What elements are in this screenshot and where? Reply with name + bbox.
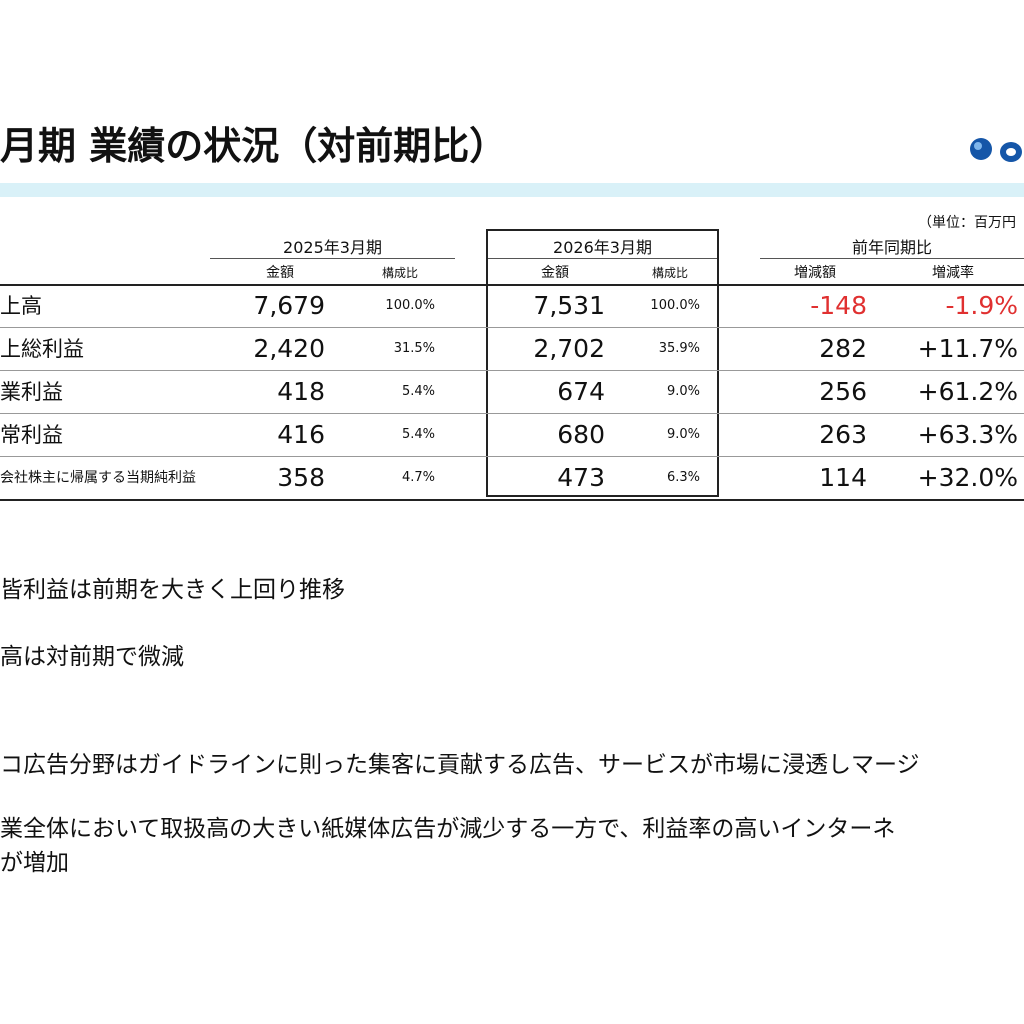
fy2025-amount: 416 [277,420,325,449]
yoy-rate-header: 増減率 [932,265,974,281]
fy2026-amount: 7,531 [533,291,605,320]
fy2026-amount: 473 [557,463,605,492]
fy2026-header: 2026年3月期 [553,238,652,257]
fy2025-amount: 2,420 [253,334,325,363]
yoy-diff-header: 増減額 [794,265,836,281]
fy2025-amount: 7,679 [253,291,325,320]
table-row: 上高 7,679 100.0% 7,531 100.0% -148 -1.9% [0,285,1024,327]
fy2026-amount: 2,702 [533,334,605,363]
fy2026-ratio: 35.9% [658,341,700,356]
fy2026-ratio: 9.0% [666,427,700,442]
company-logo [966,134,1024,174]
fy2025-ratio-header: 構成比 [381,266,418,280]
table-top-rule [0,284,1024,286]
yoy-diff: 114 [819,463,867,492]
fy2026-amount-header: 金額 [541,265,569,281]
fy2026-ratio: 6.3% [666,470,700,485]
table-bottom-rule [0,499,1024,501]
fy2025-ratio: 100.0% [385,298,435,313]
fy2025-header: 2025年3月期 [283,238,382,257]
unit-note: （単位：百万円 [918,215,1016,231]
row-divider [0,456,1024,457]
yoy-rate: -1.9% [945,291,1018,320]
fy2025-ratio: 5.4% [401,384,435,399]
table-row: 会社株主に帰属する当期純利益 358 4.7% 473 6.3% 114 +32… [0,457,1024,499]
yoy-rate: +61.2% [917,377,1018,406]
row-label: 業利益 [0,380,63,404]
fy2026-ratio-header: 構成比 [651,266,688,280]
yoy-diff: 282 [819,334,867,363]
table-row: 業利益 418 5.4% 674 9.0% 256 +61.2% [0,371,1024,413]
logo-dot-icon [970,138,992,160]
fy2025-amount-header: 金額 [266,265,294,281]
fy2025-amount: 418 [277,377,325,406]
logo-letter-mark [1000,142,1022,162]
fy2026-amount: 680 [557,420,605,449]
row-divider [0,413,1024,414]
bullet-text-3: コ広告分野はガイドラインに則った集客に貢献する広告、サービスが市場に浸透しマージ [0,752,920,778]
yoy-rate: +11.7% [917,334,1018,363]
fy2025-ratio: 4.7% [401,470,435,485]
table-row: 上総利益 2,420 31.5% 2,702 35.9% 282 +11.7% [0,328,1024,370]
row-label: 常利益 [0,423,63,447]
yoy-diff: 263 [819,420,867,449]
yoy-diff: -148 [810,291,867,320]
fy2025-ratio: 5.4% [401,427,435,442]
bullet-text-1: 皆利益は前期を大きく上回り推移 [0,577,345,603]
logo-highlight [974,142,982,150]
row-divider [0,327,1024,328]
fy2026-highlight-box [486,229,719,497]
table-row: 常利益 416 5.4% 680 9.0% 263 +63.3% [0,414,1024,456]
fy2026-header-rule [488,258,717,259]
bullet-text-4: 業全体において取扱高の大きい紙媒体広告が減少する一方で、利益率の高いインターネ [0,816,896,842]
fy2025-ratio: 31.5% [393,341,435,356]
yoy-header: 前年同期比 [851,238,932,257]
fy2026-ratio: 100.0% [650,298,700,313]
yoy-rate: +32.0% [917,463,1018,492]
title-underline-bar [0,183,1024,197]
row-label: 会社株主に帰属する当期純利益 [0,470,196,486]
row-label: 上総利益 [0,337,84,361]
page-title: 月期 業績の状況（対前期比） [0,124,508,168]
bullet-text-2: 高は対前期で微減 [0,644,184,670]
row-label: 上高 [0,294,42,318]
fy2025-header-rule [210,258,455,259]
fy2026-amount: 674 [557,377,605,406]
yoy-diff: 256 [819,377,867,406]
bullet-text-4-cont: が増加 [0,850,69,876]
yoy-header-rule [760,258,1024,259]
row-divider [0,370,1024,371]
fy2026-ratio: 9.0% [666,384,700,399]
fy2025-amount: 358 [277,463,325,492]
yoy-rate: +63.3% [917,420,1018,449]
